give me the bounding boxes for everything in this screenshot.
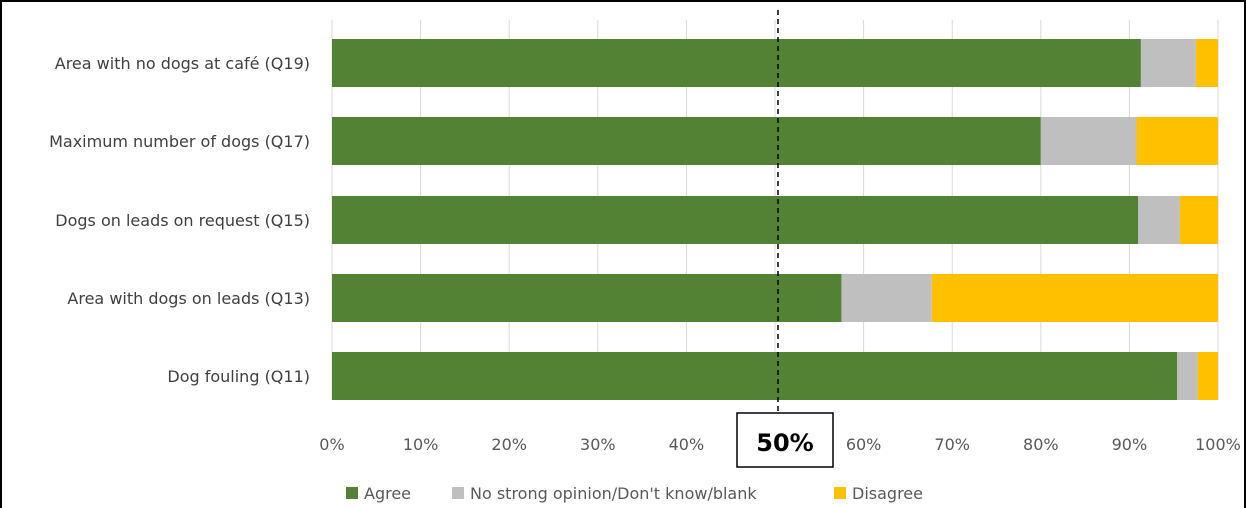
reference-label-box	[736, 412, 834, 468]
reference-label: 50%	[756, 429, 813, 457]
category-labels: Area with no dogs at café (Q19) Maximum n…	[49, 54, 310, 386]
bar-segment-disagree	[1179, 196, 1218, 244]
reference-line-group: 50%	[736, 10, 834, 468]
bar-segment-no	[1177, 352, 1198, 400]
x-tick-label: 60%	[846, 435, 882, 454]
bars	[332, 39, 1218, 400]
x-tick-label: 0%	[319, 435, 344, 454]
bar-segment-disagree	[1195, 39, 1218, 87]
legend-swatch	[346, 487, 358, 499]
category-label: Dogs on leads on request (Q15)	[55, 211, 310, 230]
bar-segment-disagree	[1136, 117, 1218, 165]
bar-segment-agree	[332, 117, 1041, 165]
x-tick-label: 30%	[580, 435, 616, 454]
x-tick-label: 90%	[1112, 435, 1148, 454]
x-tick-labels: 0% 10% 20% 30% 40% 60% 70% 80% 90% 100%	[319, 435, 1241, 454]
bar-segment-no	[1138, 196, 1180, 244]
x-tick-label: 80%	[1023, 435, 1059, 454]
bar-segment-agree	[332, 196, 1139, 244]
legend-label: Disagree	[852, 484, 923, 503]
bar-segment-no	[1040, 117, 1137, 165]
bar-segment-disagree	[1197, 352, 1218, 400]
x-tick-label: 100%	[1195, 435, 1241, 454]
legend-swatch	[452, 487, 464, 499]
bar-segment-agree	[332, 39, 1141, 87]
category-label: Maximum number of dogs (Q17)	[49, 132, 310, 151]
bar-segment-agree	[332, 274, 842, 322]
legend-swatch	[834, 487, 846, 499]
category-label: Dog fouling (Q11)	[167, 367, 310, 386]
x-tick-label: 20%	[491, 435, 527, 454]
category-label: Area with dogs on leads (Q13)	[67, 289, 310, 308]
legend-label: No strong opinion/Don't know/blank	[470, 484, 757, 503]
bar-segment-no	[1140, 39, 1196, 87]
x-tick-label: 70%	[934, 435, 970, 454]
category-label: Area with no dogs at café (Q19)	[55, 54, 310, 73]
x-tick-label: 10%	[403, 435, 439, 454]
bar-segment-no	[841, 274, 932, 322]
bar-segment-disagree	[931, 274, 1218, 322]
bar-segment-agree	[332, 352, 1178, 400]
legend-label: Agree	[364, 484, 411, 503]
legend: Agree No strong opinion/Don't know/blank D…	[346, 484, 923, 503]
x-tick-label: 40%	[669, 435, 705, 454]
